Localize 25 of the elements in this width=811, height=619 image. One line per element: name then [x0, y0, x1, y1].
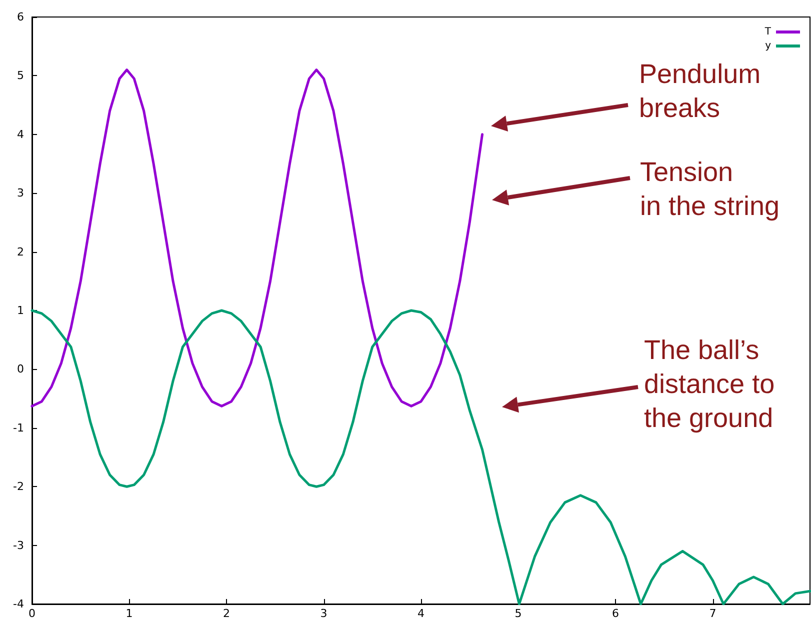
x-tick-label: 5 [514, 607, 522, 619]
y-tick-label: 6 [17, 10, 24, 24]
x-tick-label: 1 [126, 607, 133, 619]
y-tick-label: 0 [17, 362, 24, 376]
x-tick-label: 2 [223, 607, 230, 619]
y-tick-label: 4 [17, 128, 24, 141]
x-tick-label: 3 [320, 607, 328, 619]
x-tick-label: 4 [418, 607, 424, 619]
y-tick-label: -4 [13, 598, 24, 610]
y-tick-label: 5 [17, 69, 24, 82]
y-tick-label: 3 [17, 186, 24, 200]
y-tick-label: 1 [17, 304, 24, 317]
legend-label: y [765, 40, 772, 52]
annotation: Pendulum breaks [639, 58, 761, 125]
x-tick-label: 0 [28, 607, 36, 619]
y-tick-label: -3 [13, 538, 24, 552]
annotation: Tension in the string [640, 156, 780, 223]
x-tick-label: 7 [709, 607, 716, 619]
annotation: The ball’s distance to the ground [644, 334, 775, 435]
y-tick-label: 2 [17, 245, 24, 258]
x-tick-label: 6 [612, 607, 619, 619]
y-tick-label: -1 [13, 421, 24, 434]
line-series [30, 68, 484, 408]
y-tick-label: -2 [13, 480, 24, 494]
legend-label: T [764, 26, 772, 38]
